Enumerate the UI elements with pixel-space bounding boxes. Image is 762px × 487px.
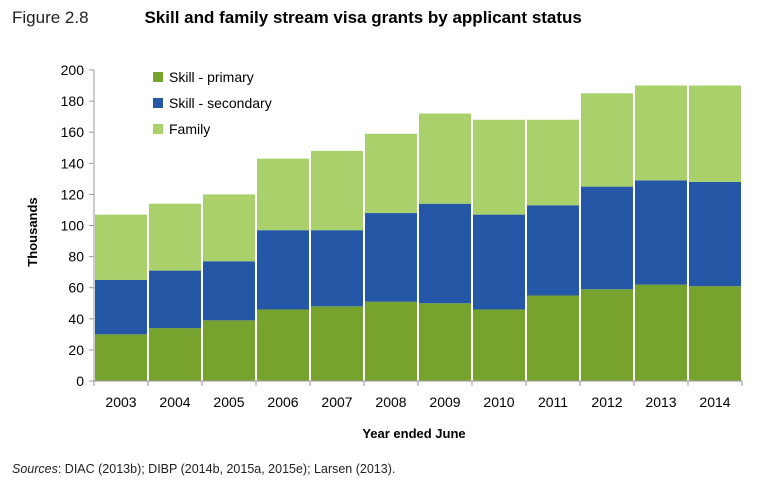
y-tick-label: 120: [61, 186, 85, 202]
bar-segment-skill-secondary: [581, 186, 633, 290]
y-tick-label: 40: [68, 311, 84, 327]
bar-segment-skill-primary: [95, 334, 147, 381]
bar-segment-skill-secondary: [95, 279, 147, 335]
bar-segment-skill-primary: [419, 303, 471, 381]
legend-label: Skill - primary: [169, 69, 254, 85]
bar-segment-family: [473, 119, 525, 215]
figure-header: Figure 2.8 Skill and family stream visa …: [12, 8, 582, 32]
bar-segment-skill-secondary: [689, 181, 741, 287]
y-tick-label: 60: [68, 280, 84, 296]
bar-segment-skill-secondary: [149, 270, 201, 329]
bar-segment-family: [203, 194, 255, 262]
x-tick-label: 2014: [699, 394, 730, 410]
bar-segment-family: [257, 158, 309, 231]
x-tick-label: 2010: [483, 394, 514, 410]
x-tick-label: 2008: [375, 394, 406, 410]
legend-swatch: [153, 124, 163, 134]
x-axis-ticks: 2003 2004 2005 2006 2007 2008 2009 2010 2011 2012…: [93, 381, 743, 410]
legend-label: Family: [169, 121, 210, 137]
y-tick-label: 180: [61, 93, 85, 109]
bar-segment-family: [581, 93, 633, 187]
y-tick-label: 20: [68, 342, 84, 358]
y-tick-label: 160: [61, 124, 85, 140]
legend-swatch: [153, 72, 163, 82]
y-axis-ticks: 0 20 40 60 80 100 120 140 160 180 200: [61, 62, 94, 389]
bar-segment-family: [635, 85, 687, 181]
x-tick-label: 2011: [538, 394, 568, 410]
bar-segment-skill-primary: [203, 320, 255, 381]
bar-segment-skill-primary: [689, 286, 741, 381]
bar-segment-skill-primary: [149, 328, 201, 381]
bar-segment-skill-primary: [473, 309, 525, 381]
x-tick-label: 2003: [105, 394, 136, 410]
bar-segment-skill-secondary: [365, 213, 417, 302]
x-axis-label: Year ended June: [362, 426, 465, 441]
figure-label: Figure 2.8: [12, 8, 89, 27]
bar-segment-family: [689, 85, 741, 182]
bar-segment-family: [365, 133, 417, 214]
sources-label: Sources: [12, 462, 58, 476]
x-tick-label: 2004: [159, 394, 190, 410]
x-tick-label: 2009: [429, 394, 460, 410]
bar-segment-family: [527, 119, 579, 206]
bar-segment-skill-secondary: [473, 214, 525, 310]
figure-title: Skill and family stream visa grants by a…: [144, 8, 582, 27]
sources-note: Sources: DIAC (2013b); DIBP (2014b, 2015…: [12, 462, 395, 476]
legend: Skill - primary Skill - secondary Family: [153, 69, 272, 137]
y-tick-label: 80: [68, 249, 84, 265]
sources-text: : DIAC (2013b); DIBP (2014b, 2015a, 2015…: [57, 462, 396, 476]
bar-segment-skill-primary: [365, 301, 417, 381]
bar-segment-skill-primary: [581, 289, 633, 381]
legend-swatch: [153, 98, 163, 108]
x-tick-label: 2012: [591, 394, 622, 410]
y-axis-label: Thousands: [25, 197, 40, 266]
x-tick-label: 2013: [645, 394, 676, 410]
bars-group: [95, 85, 741, 381]
legend-label: Skill - secondary: [169, 95, 272, 111]
x-tick-label: 2007: [321, 394, 352, 410]
bar-segment-family: [149, 203, 201, 271]
bar-segment-skill-secondary: [635, 180, 687, 285]
y-tick-label: 140: [61, 155, 85, 171]
bar-segment-skill-secondary: [527, 205, 579, 296]
y-tick-label: 100: [61, 218, 85, 234]
bar-segment-skill-primary: [311, 306, 363, 381]
x-tick-label: 2006: [267, 394, 298, 410]
x-tick-label: 2005: [213, 394, 244, 410]
bar-segment-family: [419, 113, 471, 204]
bar-segment-skill-primary: [257, 309, 309, 381]
bar-segment-skill-secondary: [257, 230, 309, 310]
y-tick-label: 0: [76, 373, 84, 389]
bar-segment-skill-secondary: [311, 230, 363, 307]
bar-segment-family: [95, 214, 147, 280]
bar-segment-skill-primary: [635, 284, 687, 381]
bar-segment-skill-primary: [527, 295, 579, 381]
y-tick-label: 200: [61, 62, 85, 78]
bar-segment-skill-secondary: [419, 203, 471, 304]
bar-segment-skill-secondary: [203, 261, 255, 321]
bar-segment-family: [311, 150, 363, 231]
stacked-bar-chart: 0 20 40 60 80 100 120 140 160 180 200 2003 2004 2005…: [25, 62, 743, 441]
